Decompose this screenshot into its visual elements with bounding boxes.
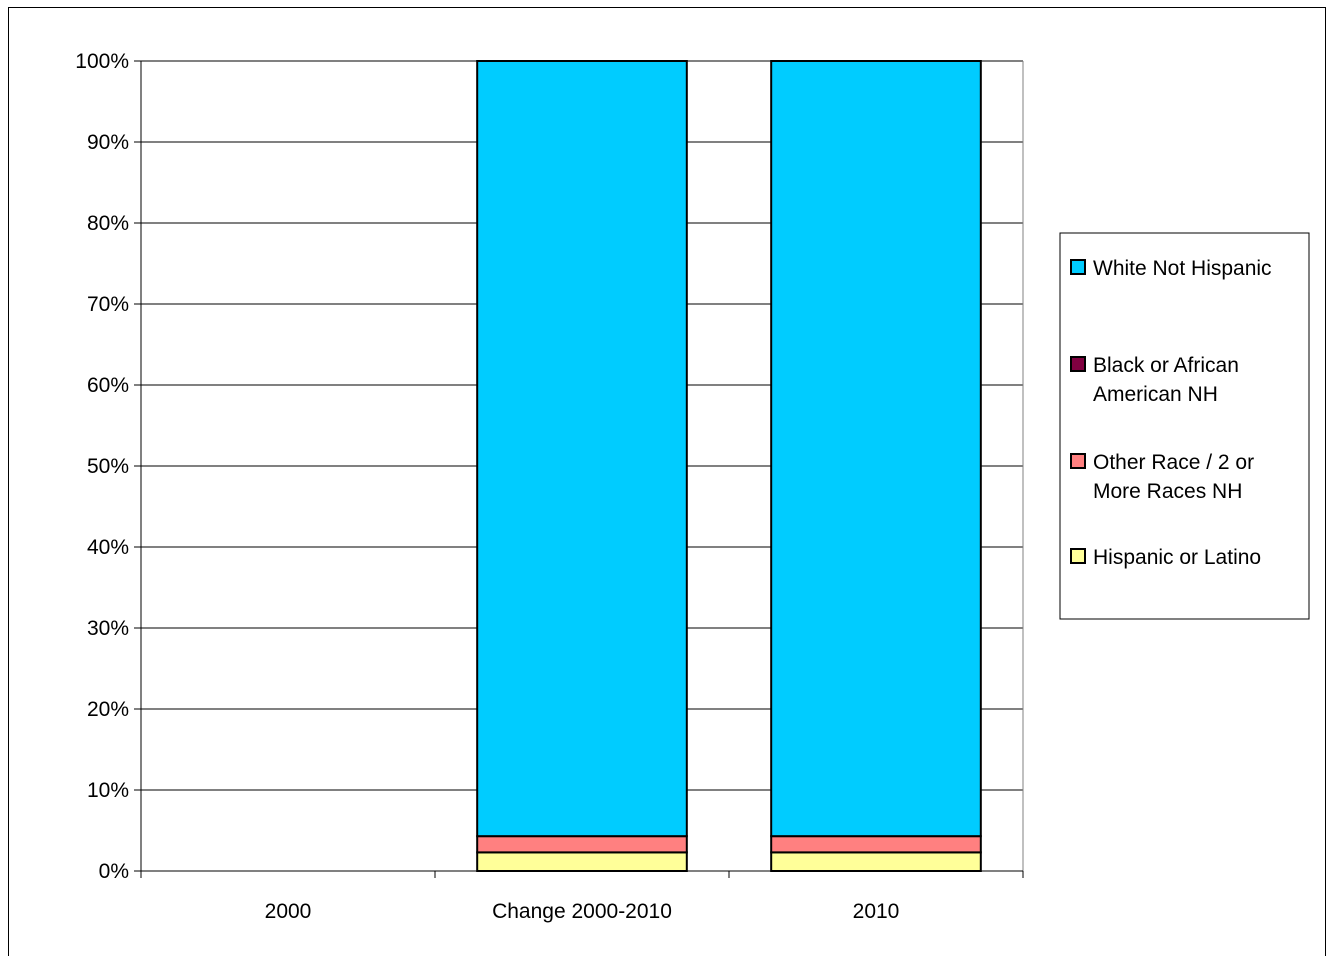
- legend-label: Black or African American NH: [1093, 354, 1239, 406]
- y-tick-label: 30%: [87, 617, 129, 640]
- bar-segment: [770, 60, 982, 838]
- legend-swatch: [1070, 259, 1086, 275]
- legend-swatch: [1070, 356, 1086, 372]
- legend-label: Other Race / 2 or More Races NH: [1093, 451, 1254, 503]
- chart-frame: [8, 7, 1326, 956]
- x-tick-label: 2000: [265, 900, 312, 923]
- y-tick-label: 90%: [87, 131, 129, 154]
- legend-label: White Not Hispanic: [1093, 257, 1272, 280]
- y-tick-label: 0%: [99, 860, 129, 883]
- y-tick-label: 100%: [75, 50, 129, 73]
- bar-segment: [476, 851, 688, 872]
- bar-segment: [476, 835, 688, 854]
- legend-swatch: [1070, 548, 1086, 564]
- y-tick-label: 10%: [87, 779, 129, 802]
- y-tick-label: 70%: [87, 293, 129, 316]
- legend-label: Hispanic or Latino: [1093, 546, 1261, 569]
- y-tick-label: 40%: [87, 536, 129, 559]
- legend-box: [1059, 232, 1310, 620]
- legend: White Not Hispanic Black or African Americ…: [1059, 232, 1310, 620]
- x-tick-label: 2010: [853, 900, 900, 923]
- legend-swatch: [1070, 453, 1086, 469]
- bars: [476, 60, 982, 872]
- axes: 0% 10% 20% 30% 40% 50% 60% 70% 80% 90% 100% 2000 Cha…: [75, 50, 1024, 923]
- bar-segment: [770, 835, 982, 854]
- y-tick-label: 50%: [87, 455, 129, 478]
- bar-segment: [476, 60, 688, 838]
- bar-segment: [770, 851, 982, 872]
- y-tick-label: 60%: [87, 374, 129, 397]
- x-tick-label: Change 2000-2010: [492, 900, 672, 923]
- y-tick-label: 20%: [87, 698, 129, 721]
- y-tick-label: 80%: [87, 212, 129, 235]
